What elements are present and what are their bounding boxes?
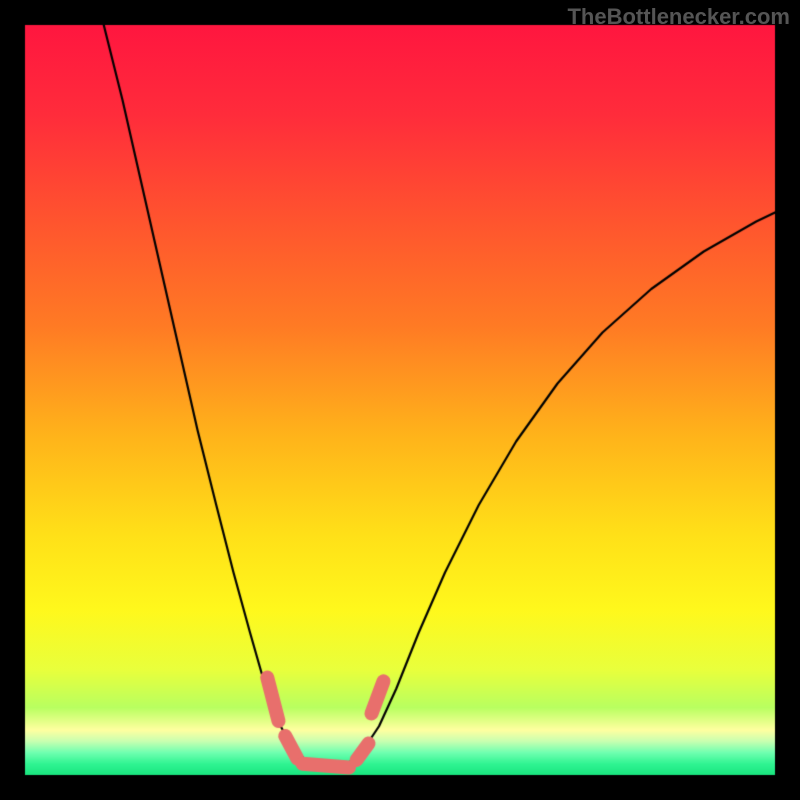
bottleneck-curve-chart: [0, 0, 800, 800]
chart-container: TheBottlenecker.com: [0, 0, 800, 800]
